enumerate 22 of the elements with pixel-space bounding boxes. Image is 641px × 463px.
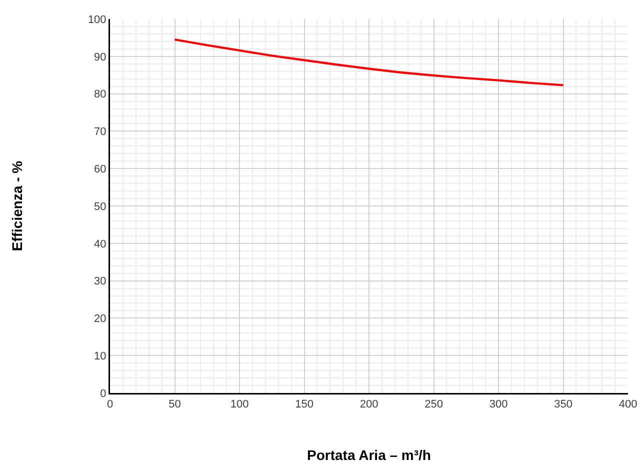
y-tick-label: 60 bbox=[94, 163, 106, 176]
y-tick-label: 10 bbox=[94, 350, 106, 362]
y-tick-label: 70 bbox=[94, 126, 106, 138]
x-tick-label: 300 bbox=[489, 398, 508, 411]
y-tick-label: 40 bbox=[94, 238, 106, 250]
x-tick-label: 50 bbox=[168, 398, 181, 411]
y-tick-label: 20 bbox=[94, 313, 106, 326]
y-tick-label: 90 bbox=[94, 51, 106, 64]
x-tick-label: 200 bbox=[360, 398, 378, 411]
y-tick-label: 0 bbox=[100, 388, 106, 400]
x-tick-label: 350 bbox=[554, 398, 572, 411]
x-tick-label: 100 bbox=[230, 398, 249, 411]
line-series bbox=[174, 38, 564, 86]
y-tick-label: 80 bbox=[94, 88, 106, 101]
y-tick-label: 100 bbox=[88, 14, 106, 26]
y-axis-title: Efficienza - % bbox=[8, 160, 25, 252]
x-tick-label: 400 bbox=[618, 398, 638, 411]
y-tick-label: 30 bbox=[94, 276, 106, 288]
x-tick-label: 150 bbox=[295, 398, 314, 411]
x-tick-label: 250 bbox=[424, 398, 443, 411]
x-axis-title: Portata Aria – m³/h bbox=[307, 447, 431, 463]
y-tick-label: 50 bbox=[94, 200, 106, 213]
